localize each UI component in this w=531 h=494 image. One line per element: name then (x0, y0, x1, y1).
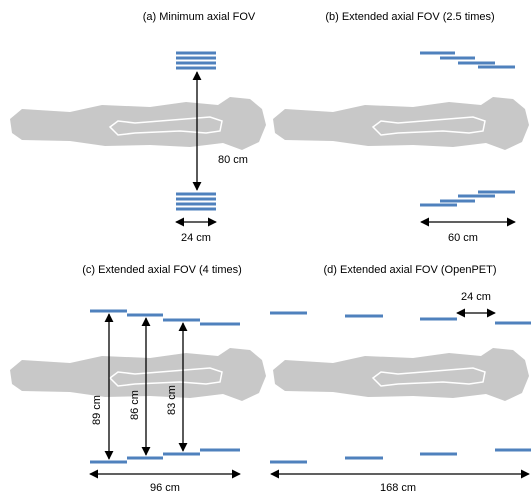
panel-title: (c) Extended axial FOV (4 times) (82, 264, 242, 276)
detector-ring (90, 461, 127, 464)
figure: (a) Minimum axial FOV (b) Extended axial… (0, 0, 531, 494)
detector-ring (163, 319, 200, 322)
label: 24 cm (181, 232, 211, 244)
detector-ring (478, 191, 515, 194)
detector-ring (176, 208, 216, 211)
detector-ring (176, 203, 216, 206)
detector-ring (440, 57, 475, 60)
detector-ring (420, 52, 455, 55)
label: 96 cm (150, 482, 180, 494)
detector-ring (345, 315, 383, 318)
label: 80 cm (218, 154, 248, 166)
detector-ring (127, 314, 163, 317)
panel-title: (a) Minimum axial FOV (143, 11, 256, 23)
detector-ring (440, 200, 475, 203)
detector-ring (495, 322, 531, 325)
panel-title: (b) Extended axial FOV (2.5 times) (325, 11, 494, 23)
detector-ring (495, 449, 531, 452)
label: 60 cm (448, 232, 478, 244)
detector-ring (420, 453, 457, 456)
body-silhouette (273, 348, 529, 401)
detector-ring (176, 62, 216, 65)
label: 168 cm (380, 482, 416, 494)
detector-ring (127, 457, 163, 460)
detector-ring (420, 204, 457, 207)
label: 24 cm (461, 291, 491, 303)
detector-ring (458, 195, 495, 198)
label: 83 cm (166, 385, 178, 415)
detector-ring (200, 449, 240, 452)
panel-title: (d) Extended axial FOV (OpenPET) (323, 264, 496, 276)
detector-ring (458, 62, 495, 65)
detector-ring (270, 461, 307, 464)
detector-ring (270, 312, 307, 315)
detector-ring (90, 310, 127, 313)
detector-ring (163, 453, 200, 456)
detector-ring (200, 323, 240, 326)
detector-ring (176, 52, 216, 55)
body-silhouette (273, 97, 529, 150)
detector-ring (420, 318, 457, 321)
detector-ring (176, 67, 216, 70)
detector-ring (345, 457, 383, 460)
detector-ring (478, 66, 515, 69)
body-silhouette (10, 97, 266, 150)
detector-ring (176, 198, 216, 201)
label: 86 cm (129, 390, 141, 420)
detector-ring (176, 57, 216, 60)
label: 89 cm (91, 395, 103, 425)
detector-ring (176, 193, 216, 196)
